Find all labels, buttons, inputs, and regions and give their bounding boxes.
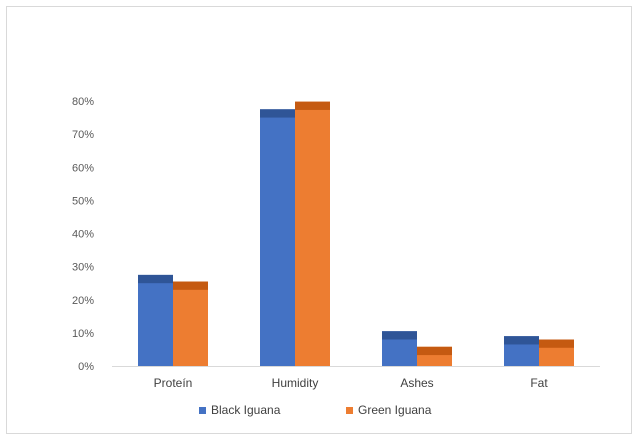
y-tick-label: 40% xyxy=(72,229,94,241)
y-tick-label: 10% xyxy=(72,328,94,340)
error-band-black-iguana-1 xyxy=(260,109,295,118)
error-band-green-iguana-2 xyxy=(417,346,452,356)
legend-label-black-iguana: Black Iguana xyxy=(211,403,281,417)
x-category-label: Proteín xyxy=(154,376,193,390)
x-axis-categories: Proteín Humidity Ashes Fat xyxy=(154,376,549,390)
legend-swatch-black-iguana xyxy=(199,407,206,414)
legend-label-green-iguana: Green Iguana xyxy=(358,403,432,417)
error-band-green-iguana-1 xyxy=(295,101,330,110)
error-band-green-iguana-0 xyxy=(173,281,208,290)
y-tick-label: 0% xyxy=(78,361,94,373)
legend: Black Iguana Green Iguana xyxy=(199,403,432,417)
bar-black-iguana-0 xyxy=(138,274,173,366)
error-band-black-iguana-2 xyxy=(382,331,417,340)
y-tick-label: 70% xyxy=(72,129,94,141)
error-band-black-iguana-0 xyxy=(138,274,173,284)
bars xyxy=(138,101,574,366)
error-band-green-iguana-3 xyxy=(539,339,574,348)
y-axis-ticks: 0% 10% 20% 30% 40% 50% 60% 70% 80% xyxy=(72,96,94,373)
y-tick-label: 80% xyxy=(72,96,94,108)
bar-black-iguana-1 xyxy=(260,109,295,366)
x-category-label: Fat xyxy=(530,376,548,390)
y-tick-label: 60% xyxy=(72,162,94,174)
x-category-label: Ashes xyxy=(400,376,433,390)
bar-green-iguana-1 xyxy=(295,101,330,366)
y-tick-label: 50% xyxy=(72,195,94,207)
y-tick-label: 20% xyxy=(72,295,94,307)
legend-swatch-green-iguana xyxy=(346,407,353,414)
error-band-black-iguana-3 xyxy=(504,336,539,345)
y-tick-label: 30% xyxy=(72,262,94,274)
x-category-label: Humidity xyxy=(272,376,319,390)
bar-green-iguana-0 xyxy=(173,281,208,366)
